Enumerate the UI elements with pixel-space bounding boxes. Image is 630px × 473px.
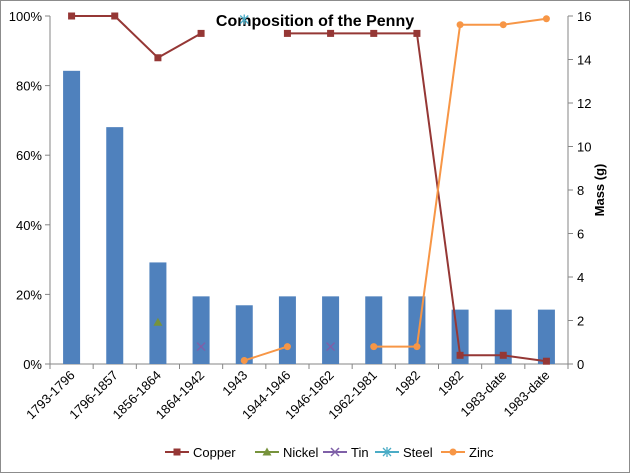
marker xyxy=(456,21,464,29)
marker xyxy=(499,351,507,359)
legend-label: Copper xyxy=(193,445,236,460)
marker xyxy=(153,317,163,326)
left-tick-label: 0% xyxy=(23,357,42,372)
mass-bar xyxy=(235,305,253,364)
right-tick-label: 2 xyxy=(577,314,584,329)
legend-label: Steel xyxy=(403,445,433,460)
legend-label: Tin xyxy=(351,445,369,460)
marker xyxy=(413,343,421,351)
right-tick-label: 16 xyxy=(577,9,591,24)
left-tick-label: 20% xyxy=(16,287,42,302)
marker xyxy=(499,21,507,29)
left-tick-label: 40% xyxy=(16,218,42,233)
marker xyxy=(456,351,464,359)
marker xyxy=(370,29,378,37)
legend-item-copper: Copper xyxy=(165,445,236,460)
marker xyxy=(111,12,119,20)
left-tick-label: 60% xyxy=(16,148,42,163)
right-tick-label: 6 xyxy=(577,227,584,242)
x-tick-label: 1982 xyxy=(392,368,423,399)
x-tick-label: 1983-date xyxy=(501,368,553,420)
mass-bar xyxy=(365,296,383,364)
series-steel xyxy=(239,14,249,25)
legend-label: Nickel xyxy=(283,445,319,460)
series-zinc xyxy=(240,15,550,365)
marker xyxy=(68,12,76,20)
marker xyxy=(196,342,206,352)
marker xyxy=(262,447,272,456)
mass-bar xyxy=(63,70,81,364)
mass-bar xyxy=(192,296,210,364)
marker xyxy=(240,357,248,365)
legend-item-tin: Tin xyxy=(323,445,369,460)
marker xyxy=(542,357,550,365)
legend-label: Zinc xyxy=(469,445,494,460)
chart-title: Composition of the Penny xyxy=(216,13,414,30)
marker xyxy=(370,343,378,351)
marker xyxy=(327,29,335,37)
right-axis-label: Mass (g) xyxy=(592,164,607,217)
marker xyxy=(330,447,340,457)
right-tick-label: 4 xyxy=(577,270,584,285)
marker xyxy=(283,343,291,351)
mass-bar xyxy=(106,127,124,364)
mass-bar xyxy=(537,309,555,364)
marker xyxy=(239,14,249,25)
mass-bar xyxy=(494,309,512,364)
marker xyxy=(173,448,181,456)
series-line xyxy=(373,17,547,348)
legend-item-zinc: Zinc xyxy=(441,445,494,460)
legend: Copper Nickel Tin Steel Zinc xyxy=(165,445,494,460)
marker xyxy=(326,342,336,352)
legend-item-steel: Steel xyxy=(375,445,433,460)
right-tick-label: 0 xyxy=(577,357,584,372)
series-line xyxy=(243,345,288,362)
marker xyxy=(197,29,205,37)
series-nickel xyxy=(153,317,163,326)
x-tick-label: 1943 xyxy=(219,368,250,399)
series-line xyxy=(71,15,202,59)
legend-item-nickel: Nickel xyxy=(255,445,319,460)
x-tick-label: 1982 xyxy=(435,368,466,399)
x-tick-label: 1983-date xyxy=(457,368,509,420)
bars xyxy=(63,70,555,364)
right-tick-label: 10 xyxy=(577,140,591,155)
lines xyxy=(68,12,550,365)
mass-bar xyxy=(278,296,296,364)
left-tick-label: 80% xyxy=(16,79,42,94)
marker xyxy=(283,29,291,37)
marker xyxy=(382,447,392,457)
marker xyxy=(542,15,550,23)
series-copper xyxy=(68,12,550,365)
marker xyxy=(413,29,421,37)
left-tick-label: 100% xyxy=(9,9,43,24)
right-tick-label: 8 xyxy=(577,183,584,198)
series-tin xyxy=(196,342,336,352)
marker xyxy=(154,54,162,62)
right-tick-label: 12 xyxy=(577,96,591,111)
mass-bar xyxy=(149,262,167,364)
mass-bar xyxy=(322,296,340,364)
right-tick-label: 14 xyxy=(577,53,591,68)
marker xyxy=(449,448,457,456)
